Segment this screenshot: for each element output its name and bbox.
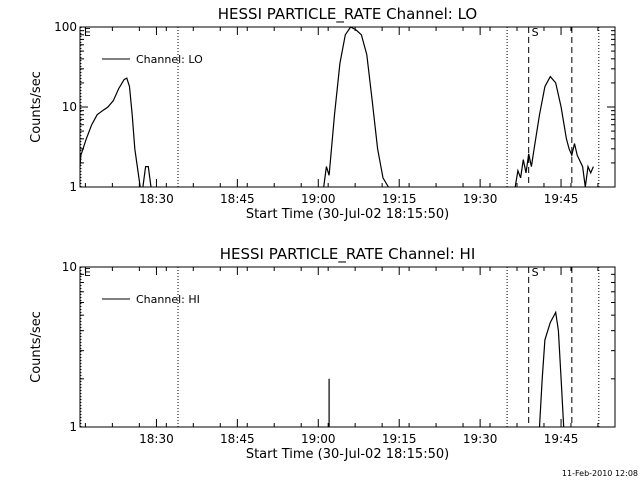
plot1-y-tick-label: 10 [62, 100, 77, 114]
plot2-x-tick-label: 19:45 [544, 432, 579, 446]
plot2-title: HESSI PARTICLE_RATE Channel: HI [220, 245, 476, 264]
plot1-x-tick-label: 19:45 [544, 192, 579, 206]
plot2-legend-label: Channel: HI [136, 293, 200, 306]
plot1-x-tick-label: 18:45 [220, 192, 255, 206]
plot1-x-axis-label: Start Time (30-Jul-02 18:15:50) [246, 207, 449, 222]
plot2-x-tick-label: 18:30 [139, 432, 174, 446]
plot2-series-line [538, 310, 565, 428]
plot2-x-tick-label: 19:30 [463, 432, 498, 446]
plot2-time-marker-label: S [532, 266, 539, 279]
plot1-series-line [79, 77, 141, 188]
plot2-time-marker-label: E [84, 266, 91, 279]
plot2-y-axis-label: Counts/sec [29, 311, 44, 383]
plot1-series-line [323, 26, 389, 188]
plot1-x-tick-label: 19:15 [382, 192, 417, 206]
plot1-x-tick-label: 19:30 [463, 192, 498, 206]
plot1-y-tick-label: 1 [69, 180, 77, 194]
plot1-title: HESSI PARTICLE_RATE Channel: LO [218, 5, 477, 24]
plot2-x-axis-label: Start Time (30-Jul-02 18:15:50) [246, 447, 449, 462]
plot1-y-axis-label: Counts/sec [29, 71, 44, 143]
plot1-frame [79, 26, 616, 188]
plot1-legend-label: Channel: LO [136, 53, 203, 66]
plot2-y-tick-label: 1 [69, 420, 77, 434]
plot1-time-marker-label: E [84, 26, 91, 39]
plot1-x-tick-label: 19:00 [301, 192, 336, 206]
plot1-y-tick-label: 100 [54, 20, 77, 34]
plot2-x-tick-label: 19:00 [301, 432, 336, 446]
plot1-time-marker-label: S [532, 26, 539, 39]
plot2-y-tick-label: 10 [62, 260, 77, 274]
plot2-x-tick-label: 19:15 [382, 432, 417, 446]
footer-timestamp: 11-Feb-2010 12:08 [561, 469, 638, 478]
plot2-frame [79, 266, 616, 428]
plot1-x-tick-label: 18:30 [139, 192, 174, 206]
plot1-series-line [142, 166, 152, 188]
plot1-series-line [514, 75, 594, 188]
plot2-x-tick-label: 18:45 [220, 432, 255, 446]
